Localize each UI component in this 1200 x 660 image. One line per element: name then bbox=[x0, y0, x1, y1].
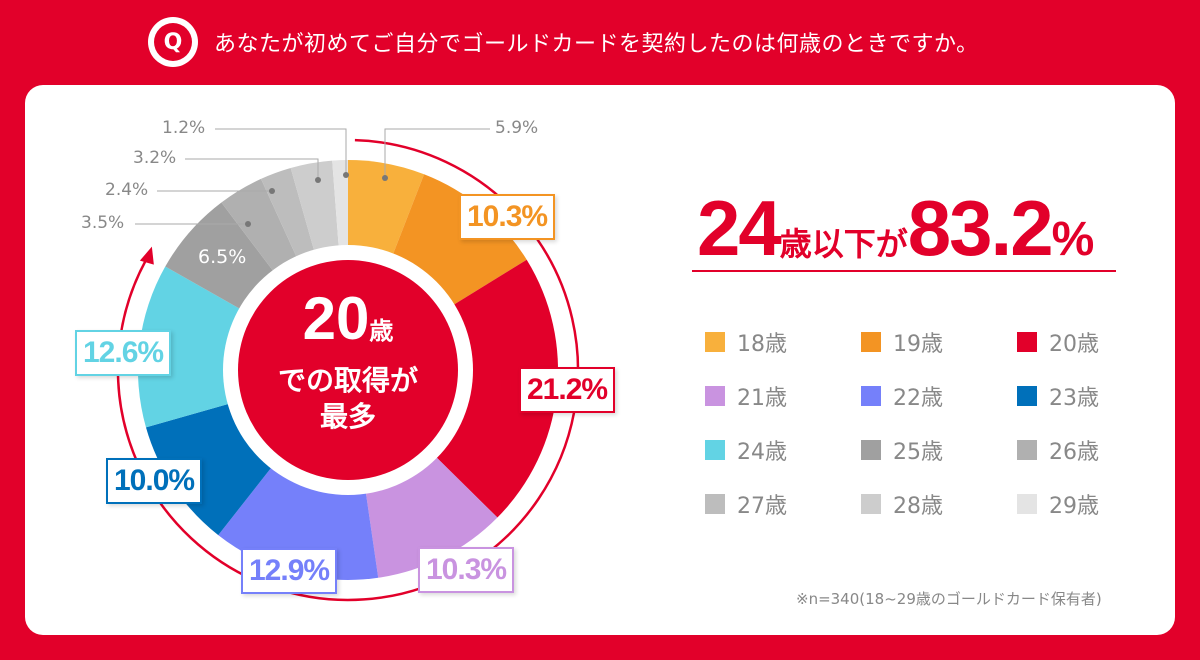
legend-item: 28歳 bbox=[861, 492, 1017, 519]
center-circle bbox=[238, 260, 458, 480]
legend-item: 22歳 bbox=[861, 384, 1017, 411]
data-label-20歳: 21.2% bbox=[519, 367, 616, 413]
center-unit: 歳 bbox=[369, 318, 394, 345]
legend-label: 28歳 bbox=[893, 494, 943, 519]
legend-swatch bbox=[1017, 332, 1037, 352]
data-label-22歳: 12.9% bbox=[241, 548, 338, 594]
headline-underline bbox=[692, 270, 1116, 272]
legend-item: 23歳 bbox=[1017, 384, 1173, 411]
data-label-19歳: 10.3% bbox=[459, 194, 556, 240]
legend-label: 20歳 bbox=[1049, 332, 1099, 357]
legend-item: 24歳 bbox=[705, 438, 861, 465]
q-label: Q bbox=[154, 23, 192, 61]
question-icon: Q bbox=[148, 17, 198, 67]
headline-pct-sign: % bbox=[1051, 213, 1095, 266]
arrow-head-icon bbox=[139, 246, 154, 265]
legend-label: 18歳 bbox=[737, 332, 787, 357]
legend-item: 19歳 bbox=[861, 330, 1017, 357]
legend-label: 26歳 bbox=[1049, 440, 1099, 465]
legend-swatch bbox=[705, 494, 725, 514]
legend-swatch bbox=[861, 386, 881, 406]
data-label-27歳: 2.4% bbox=[105, 180, 149, 200]
data-label-26歳: 3.5% bbox=[81, 213, 125, 233]
data-label-18歳: 5.9% bbox=[495, 118, 539, 138]
leader-line bbox=[185, 158, 319, 180]
headline-pct: 83.2 bbox=[907, 184, 1054, 272]
legend-swatch bbox=[861, 494, 881, 514]
leader-line bbox=[384, 128, 490, 178]
headline-num: 24 bbox=[697, 184, 782, 272]
legend-swatch bbox=[1017, 440, 1037, 460]
center-line3: 最多 bbox=[319, 400, 376, 433]
leader-dot bbox=[245, 221, 251, 227]
legend-item: 29歳 bbox=[1017, 492, 1173, 519]
legend-item: 25歳 bbox=[861, 438, 1017, 465]
legend-swatch bbox=[1017, 494, 1037, 514]
legend-swatch bbox=[705, 440, 725, 460]
legend-item: 20歳 bbox=[1017, 330, 1173, 357]
data-label-29歳: 1.2% bbox=[162, 118, 206, 138]
legend-swatch bbox=[1017, 386, 1037, 406]
center-callout: 20歳 での取得が 最多 bbox=[238, 260, 458, 480]
data-label-25歳: 6.5% bbox=[198, 246, 247, 268]
data-label-24歳: 12.6% bbox=[75, 330, 172, 376]
leader-line bbox=[215, 128, 347, 175]
legend-item: 27歳 bbox=[705, 492, 861, 519]
data-label-21歳: 10.3% bbox=[418, 547, 515, 593]
legend-swatch bbox=[705, 332, 725, 352]
data-label-28歳: 3.2% bbox=[133, 148, 177, 168]
leader-dot bbox=[343, 172, 349, 178]
legend-item: 26歳 bbox=[1017, 438, 1173, 465]
legend-swatch bbox=[861, 440, 881, 460]
legend-label: 19歳 bbox=[893, 332, 943, 357]
legend-swatch bbox=[705, 386, 725, 406]
legend: 18歳 19歳 20歳 21歳 22歳 23歳 24歳 25歳 26歳 27歳 28歳 29歳 bbox=[705, 330, 1173, 519]
legend-label: 23歳 bbox=[1049, 386, 1099, 411]
leader-dot bbox=[269, 188, 275, 194]
question-header: Q あなたが初めてご自分でゴールドカードを契約したのは何歳のときですか。 bbox=[0, 0, 1200, 84]
question-title: あなたが初めてご自分でゴールドカードを契約したのは何歳のときですか。 bbox=[214, 32, 979, 57]
leader-dot bbox=[315, 177, 321, 183]
legend-label: 24歳 bbox=[737, 440, 787, 465]
center-age: 20 bbox=[302, 285, 370, 352]
leader-dot bbox=[382, 175, 388, 181]
legend-label: 22歳 bbox=[893, 386, 943, 411]
headline-mid: 歳以下が bbox=[779, 226, 908, 262]
headline: 24歳以下が83.2% bbox=[697, 183, 1094, 274]
legend-label: 21歳 bbox=[737, 386, 787, 411]
legend-item: 21歳 bbox=[705, 384, 861, 411]
sample-note: ※n=340(18~29歳のゴールドカード保有者) bbox=[796, 590, 1102, 608]
legend-label: 29歳 bbox=[1049, 494, 1099, 519]
legend-label: 27歳 bbox=[737, 494, 787, 519]
legend-label: 25歳 bbox=[893, 440, 943, 465]
legend-item: 18歳 bbox=[705, 330, 861, 357]
data-label-23歳: 10.0% bbox=[106, 458, 203, 504]
legend-swatch bbox=[861, 332, 881, 352]
center-line2: での取得が bbox=[277, 364, 418, 397]
